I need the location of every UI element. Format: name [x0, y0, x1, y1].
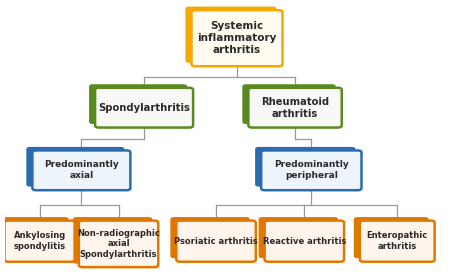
FancyBboxPatch shape	[170, 217, 250, 258]
Text: Non-radiographic
axial
Spondylarthritis: Non-radiographic axial Spondylarthritis	[77, 229, 160, 259]
FancyBboxPatch shape	[248, 88, 342, 128]
FancyBboxPatch shape	[185, 7, 276, 63]
Text: Enteropathic
arthritis: Enteropathic arthritis	[366, 231, 428, 251]
FancyBboxPatch shape	[242, 84, 336, 124]
Text: Psoriatic arthritis: Psoriatic arthritis	[174, 237, 258, 246]
FancyBboxPatch shape	[259, 217, 338, 258]
FancyBboxPatch shape	[32, 150, 130, 190]
FancyBboxPatch shape	[95, 88, 193, 128]
FancyBboxPatch shape	[79, 221, 158, 267]
FancyBboxPatch shape	[191, 10, 283, 66]
FancyBboxPatch shape	[261, 150, 362, 190]
FancyBboxPatch shape	[5, 221, 74, 262]
Text: Reactive arthritis: Reactive arthritis	[263, 237, 346, 246]
FancyBboxPatch shape	[354, 217, 428, 258]
Text: Rheumatoid
arthritis: Rheumatoid arthritis	[261, 97, 329, 119]
FancyBboxPatch shape	[255, 147, 356, 187]
FancyBboxPatch shape	[264, 221, 344, 262]
FancyBboxPatch shape	[89, 84, 187, 124]
FancyBboxPatch shape	[0, 217, 69, 258]
FancyBboxPatch shape	[27, 147, 124, 187]
Text: Predominantly
axial: Predominantly axial	[44, 160, 119, 180]
Text: Ankylosing
spondylitis: Ankylosing spondylitis	[13, 231, 66, 251]
FancyBboxPatch shape	[360, 221, 435, 262]
Text: Spondylarthritis: Spondylarthritis	[98, 103, 190, 113]
Text: Systemic
inflammatory
arthritis: Systemic inflammatory arthritis	[197, 21, 277, 55]
Text: Predominantly
peripheral: Predominantly peripheral	[274, 160, 349, 180]
FancyBboxPatch shape	[73, 217, 152, 264]
FancyBboxPatch shape	[176, 221, 256, 262]
